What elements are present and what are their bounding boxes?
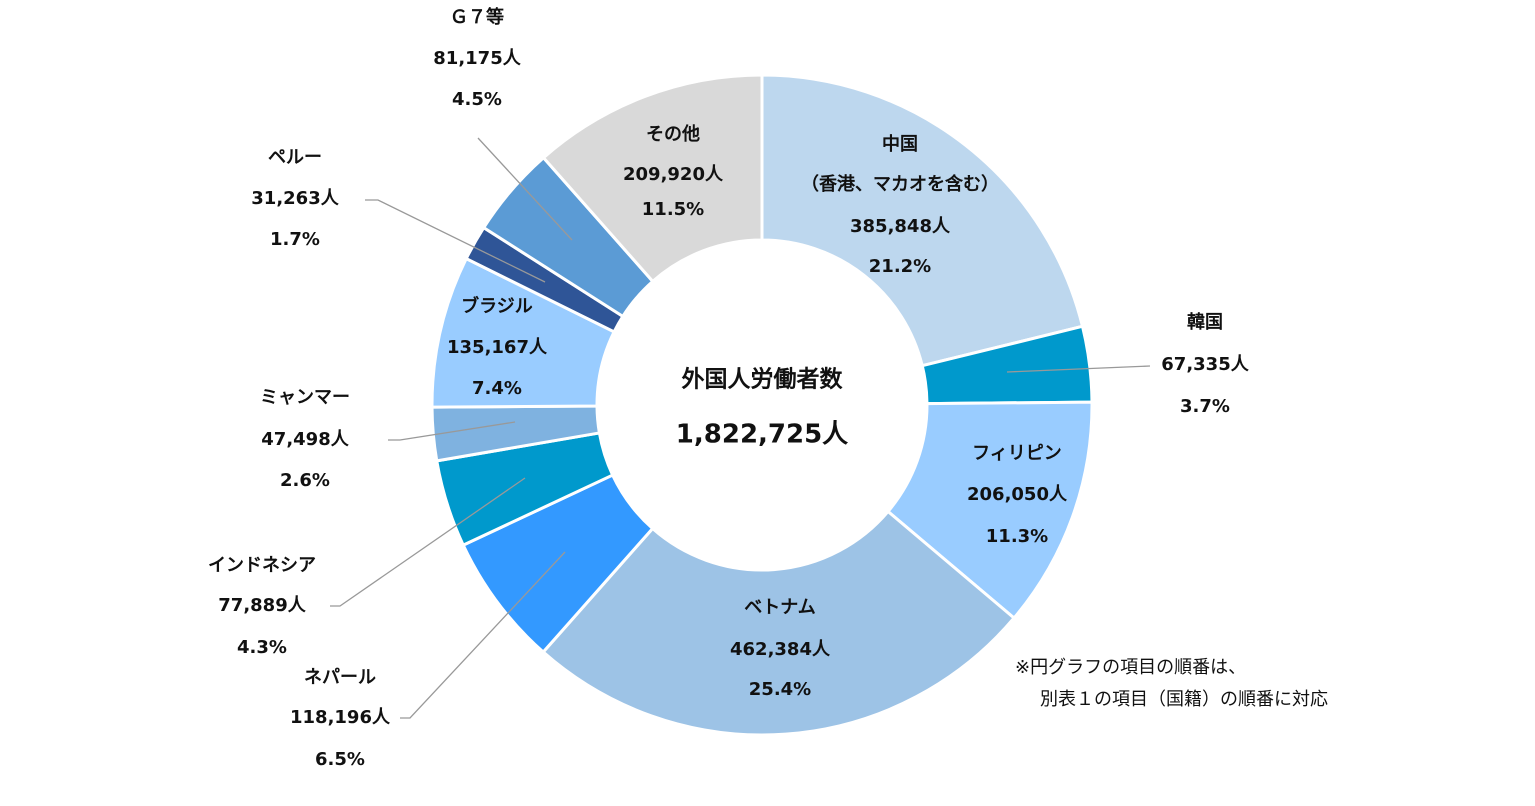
slice-label-count: 77,889人: [218, 595, 306, 616]
leader-line-indonesia: [330, 477, 526, 607]
slice-label-name: ブラジル: [461, 295, 533, 317]
label-peru: ペルー 31,263人 1.7%: [251, 147, 339, 250]
note-line-2: 別表１の項目（国籍）の順番に対応: [1040, 689, 1328, 710]
label-china: 中国 （香港、マカオを含む） 385,848人 21.2%: [801, 133, 999, 277]
label-vietnam: ベトナム 462,384人 25.4%: [730, 597, 831, 700]
donut-slice-0: [760, 73, 1085, 368]
slice-label-count: 206,050人: [967, 484, 1068, 505]
slice-label-count: 135,167人: [447, 337, 548, 358]
slice-label-count: 81,175人: [433, 48, 521, 69]
slice-label-pct: 11.5%: [642, 199, 704, 220]
label-korea: 韓国 67,335人 3.7%: [1161, 311, 1249, 417]
slice-label-count: 67,335人: [1161, 354, 1249, 375]
slice-label-sub: （香港、マカオを含む）: [801, 173, 999, 195]
slice-label-pct: 1.7%: [270, 229, 320, 250]
slice-label-pct: 21.2%: [869, 256, 931, 277]
leader-line-korea: [1006, 365, 1151, 373]
donut-slice-10: [541, 73, 764, 284]
donut-slice-3: [541, 509, 1017, 737]
slice-label-pct: 6.5%: [315, 749, 365, 770]
slice-label-pct: 7.4%: [472, 378, 522, 399]
slice-label-pct: 3.7%: [1180, 396, 1230, 417]
slice-label-name: ミャンマー: [260, 387, 350, 408]
note-line-1: ※円グラフの項目の順番は、: [1015, 657, 1246, 678]
slice-label-count: 31,263人: [251, 188, 339, 209]
label-other: その他 209,920人 11.5%: [623, 123, 724, 220]
center-title: 外国人労働者数: [682, 366, 844, 393]
slice-label-pct: 2.6%: [280, 470, 330, 491]
label-g7: Ｇ７等 81,175人 4.5%: [433, 6, 521, 110]
slices: [430, 73, 1094, 737]
leader-line-g7: [477, 137, 573, 241]
slice-label-pct: 11.3%: [986, 526, 1048, 547]
slice-label-count: 462,384人: [730, 639, 831, 660]
slice-label-name: ペルー: [268, 147, 322, 168]
slice-label-pct: 4.3%: [237, 637, 287, 658]
leader-line-nepal: [400, 551, 566, 719]
slice-label-name: Ｇ７等: [450, 6, 504, 28]
slice-label-name: ネパール: [304, 667, 376, 688]
slice-label-count: 118,196人: [290, 707, 391, 728]
label-indonesia: インドネシア 77,889人 4.3%: [208, 555, 316, 658]
label-myanmar: ミャンマー 47,498人 2.6%: [260, 387, 350, 491]
slice-label-name: その他: [646, 123, 700, 145]
slice-label-pct: 25.4%: [749, 679, 811, 700]
center-total: 1,822,725人: [676, 420, 848, 450]
leader-line-peru: [365, 199, 546, 283]
slice-label-pct: 4.5%: [452, 89, 502, 110]
slice-label-count: 209,920人: [623, 164, 724, 185]
donut-slice-2: [885, 400, 1094, 621]
slice-label-name: インドネシア: [208, 555, 316, 576]
slice-label-name: 中国: [882, 133, 918, 155]
slice-label-count: 385,848人: [850, 216, 951, 237]
label-philippines: フィリピン 206,050人 11.3%: [967, 443, 1068, 547]
slice-label-name: フィリピン: [972, 443, 1062, 464]
slice-label-name: 韓国: [1187, 311, 1223, 333]
label-brazil: ブラジル 135,167人 7.4%: [447, 295, 548, 399]
leader-line-myanmar: [388, 421, 516, 441]
slice-label-count: 47,498人: [261, 429, 349, 450]
slice-label-name: ベトナム: [744, 597, 815, 618]
label-nepal: ネパール 118,196人 6.5%: [290, 667, 391, 770]
